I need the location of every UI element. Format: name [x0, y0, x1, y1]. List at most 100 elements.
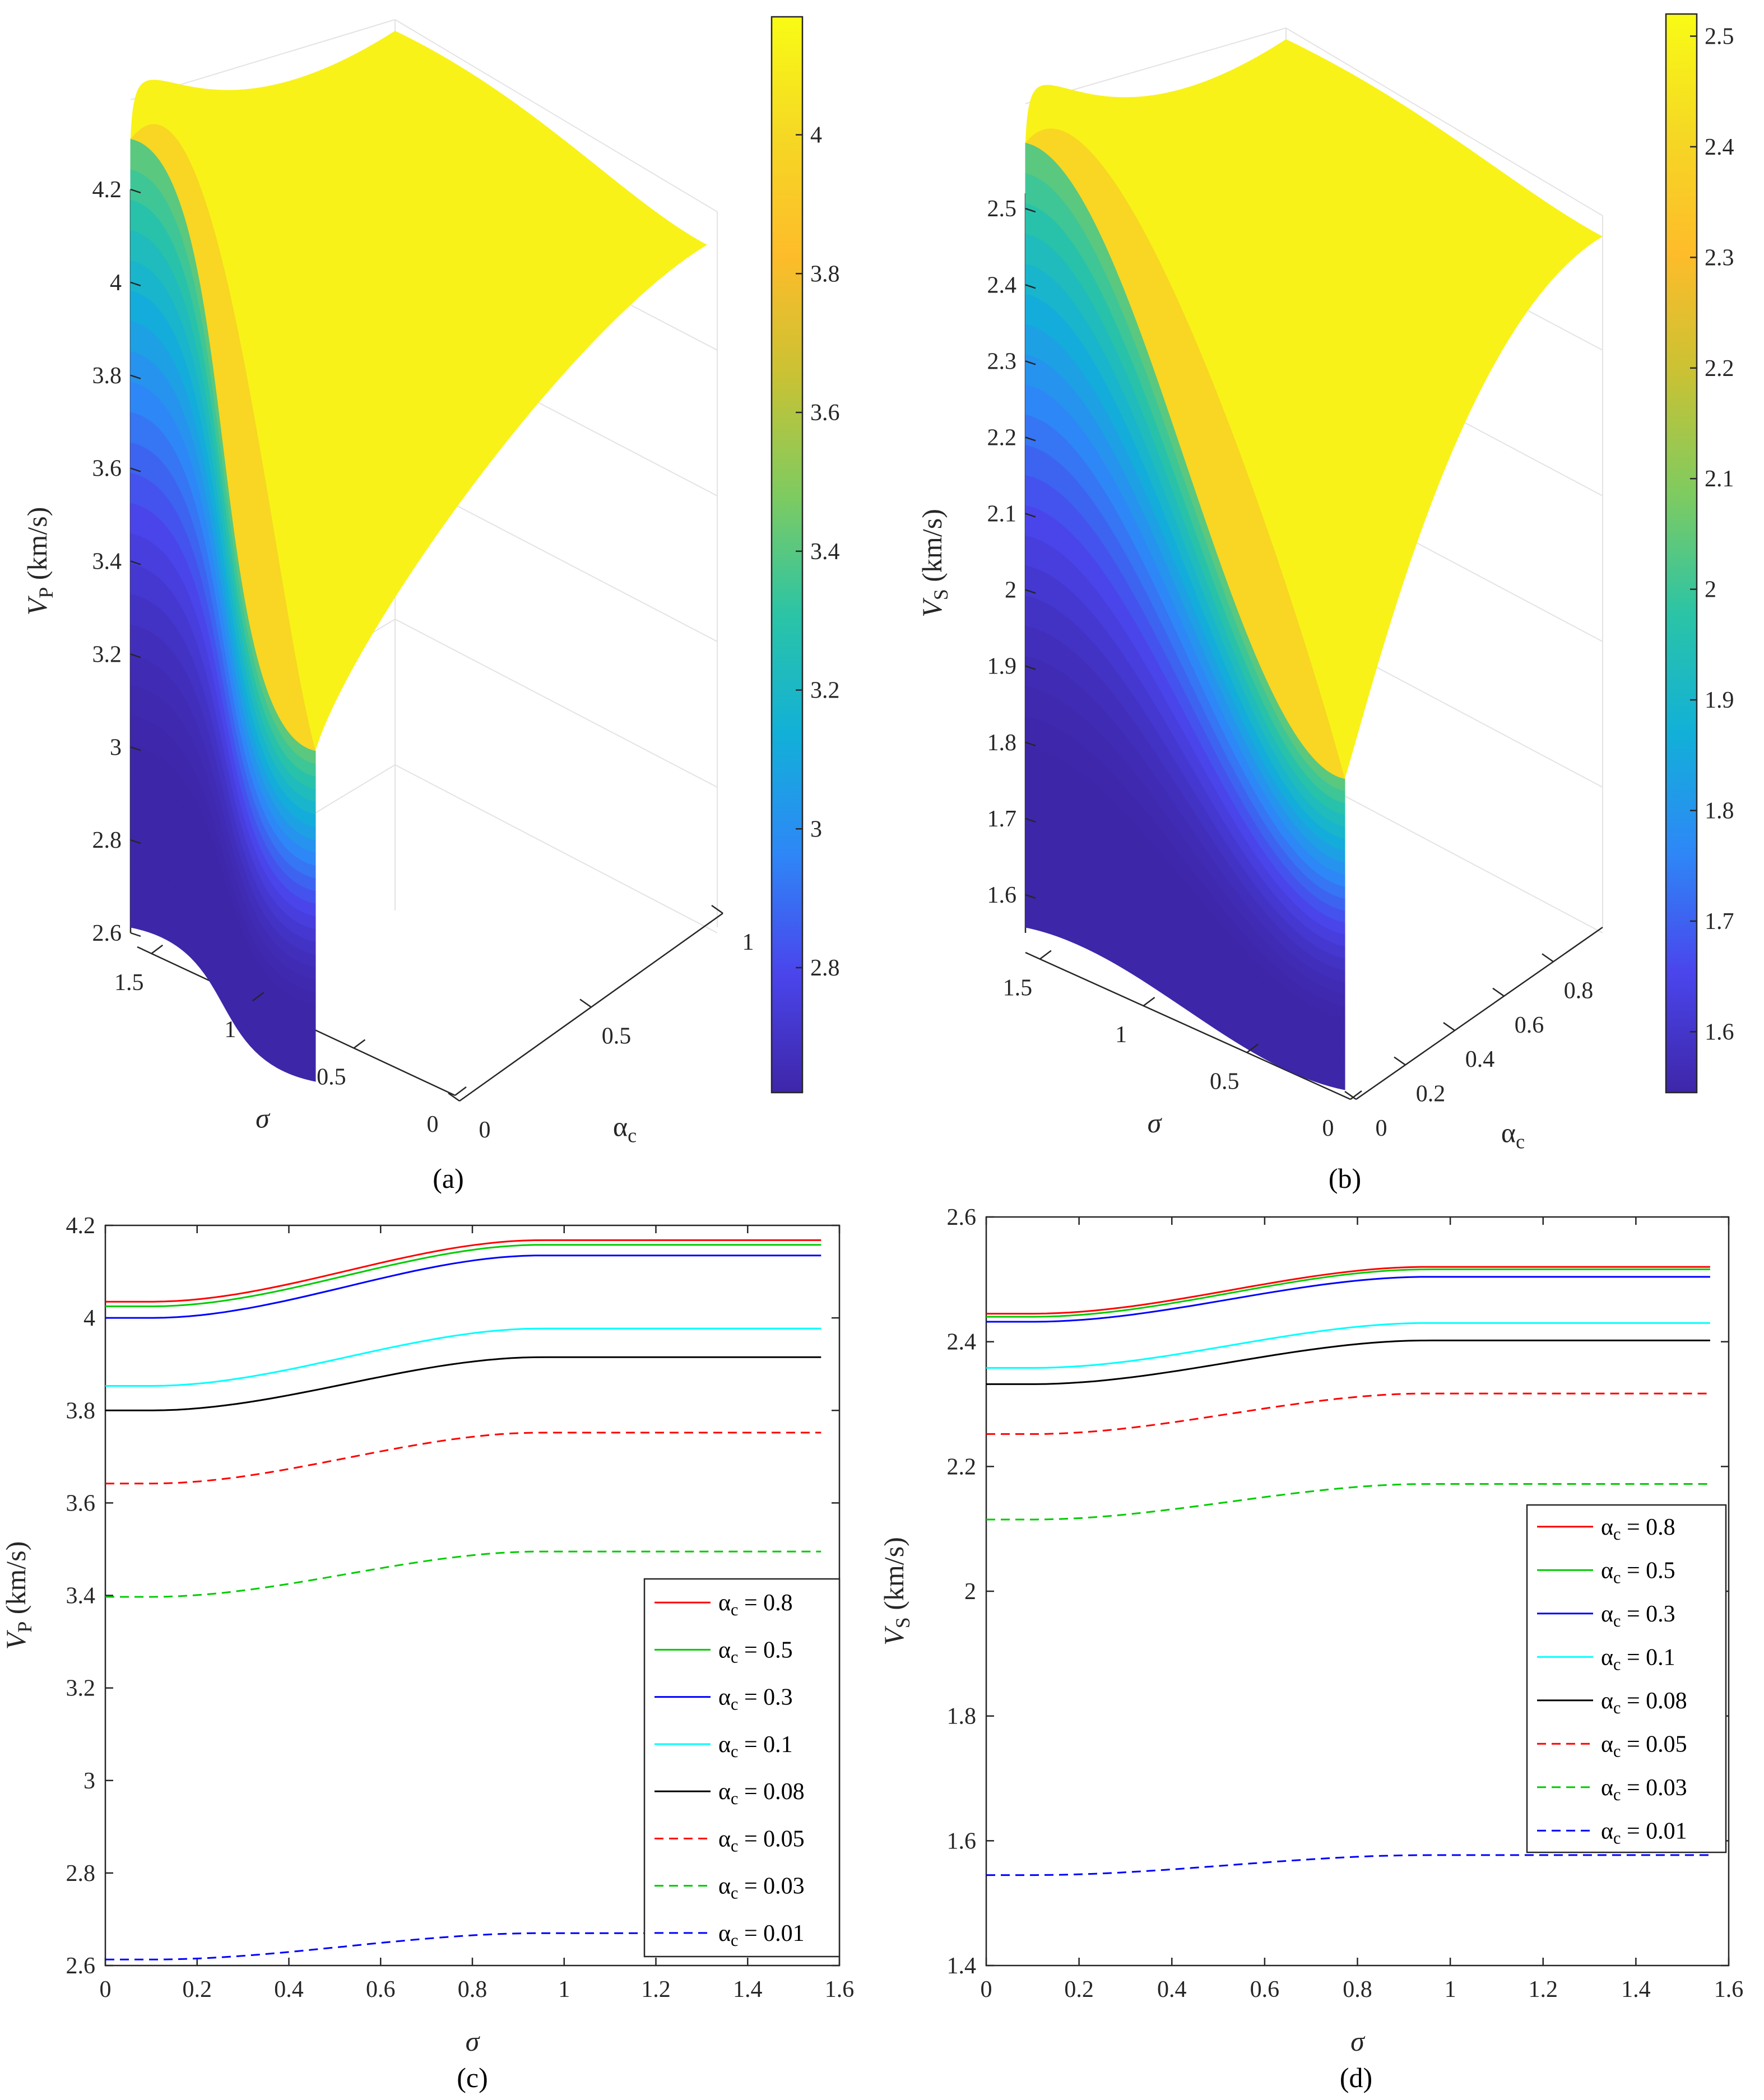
y-axis-label: VP (km/s): [0, 1541, 36, 1650]
colorbar-tick-label: 1.9: [1705, 687, 1734, 713]
legend-entry-base: α: [1601, 1818, 1613, 1844]
legend-entry-sub: c: [731, 1600, 738, 1619]
z-tick: [130, 746, 141, 751]
surface: [130, 31, 707, 1082]
legend-entry-base: α: [718, 1637, 731, 1663]
z-axis-label-sub: S: [930, 589, 952, 600]
y-tick-label: 4.2: [66, 1213, 96, 1239]
legend-entry: αc = 0.03: [718, 1874, 805, 1903]
series-line-4: [105, 1356, 821, 1411]
z-tick: [130, 281, 141, 287]
series-line-4: [986, 1339, 1710, 1385]
series-line-5: [986, 1392, 1710, 1435]
y-tick-label: 4: [83, 1305, 95, 1331]
legend-entry-base: α: [718, 1826, 731, 1852]
legend-entry-base: α: [718, 1732, 731, 1758]
z-tick-label: 3.6: [92, 456, 122, 482]
series-line-0: [986, 1266, 1710, 1315]
legend-entry-sub: c: [731, 1647, 738, 1666]
z-tick: [1025, 665, 1036, 670]
x-tick-label: 1.2: [1529, 1977, 1558, 2003]
legend-entry: αc = 0.1: [1601, 1644, 1675, 1674]
panel-d-line-vs: 0 0.2 0.4 0.6 0.8 1 1.2 1.4 1.6 1.4 1.6 1.8 2 2.2 2.4 2…: [878, 1205, 1743, 2093]
z-tick: [130, 839, 141, 844]
series-line-5: [105, 1432, 821, 1485]
colorbar-gradient: [770, 16, 804, 1094]
z-tick-label: 2.2: [987, 425, 1017, 450]
series-line-3: [986, 1322, 1710, 1369]
grid-line: [394, 619, 718, 788]
z-tick: [1025, 284, 1036, 289]
y-tick-label: 2.6: [66, 1953, 96, 1979]
x-tick-label: 0.6: [1250, 1977, 1280, 2003]
alpha-tick-label: 0.8: [1564, 978, 1594, 1003]
legend-entry: αc = 0.01: [718, 1921, 805, 1950]
sigma-axis-label: σ: [1148, 1107, 1163, 1139]
x-tick-label: 0.6: [366, 1977, 396, 2003]
z-tick: [1025, 208, 1036, 213]
legend-entry: αc = 0.05: [718, 1826, 805, 1855]
legend-entry-sub: c: [731, 1695, 738, 1714]
legend-entry-sub: c: [731, 1789, 738, 1808]
colorbar-tick-label: 2: [1705, 577, 1716, 603]
z-axis-label-rest: (km/s): [21, 507, 53, 587]
legend-entry: αc = 0.5: [1601, 1558, 1675, 1587]
legend-entry: αc = 0.03: [1601, 1775, 1687, 1804]
y-tick-label: 1.4: [947, 1953, 977, 1979]
sigma-tick: [1143, 997, 1155, 1007]
x-tick-label: 0.8: [1343, 1977, 1372, 2003]
legend-entry: αc = 0.8: [718, 1590, 793, 1619]
legend-entry-rest: = 0.08: [738, 1779, 804, 1805]
legend-entry-sub: c: [731, 1931, 738, 1950]
surface: [1025, 39, 1603, 1090]
alpha-tick: [1394, 1056, 1406, 1066]
z-tick-label: 3.8: [92, 363, 122, 389]
x-tick-label: 0: [981, 1977, 992, 2003]
alpha-axis-label-sub: c: [1516, 1130, 1525, 1153]
series-line-6: [986, 1483, 1710, 1521]
z-axis-label: VS (km/s): [916, 509, 952, 617]
legend-box: [643, 1578, 841, 1958]
legend-entry-rest: = 0.01: [1621, 1818, 1687, 1844]
legend-entry-sub: c: [731, 1742, 738, 1761]
legend-entry: αc = 0.01: [1601, 1818, 1687, 1847]
alpha-tick: [711, 904, 723, 914]
sigma-tick-label: 1: [224, 1017, 236, 1043]
x-tick-label: 1.4: [1621, 1977, 1651, 2003]
alpha-tick-label: 0.4: [1465, 1047, 1495, 1072]
alpha-axis-label-sub: c: [628, 1124, 637, 1146]
legend-entry-sub: c: [1613, 1568, 1621, 1587]
y-axis-label-sub: P: [13, 1622, 36, 1633]
legend-entry-base: α: [718, 1685, 731, 1711]
legend-entry-base: α: [1601, 1688, 1613, 1714]
legend-entry-base: α: [718, 1921, 731, 1946]
alpha-tick: [1344, 1090, 1357, 1100]
legend-entry-rest: = 0.3: [1621, 1601, 1675, 1627]
sigma-tick-label: 1: [1115, 1022, 1127, 1048]
legend-entry-base: α: [1601, 1775, 1613, 1801]
colorbar-tick-label: 1.6: [1705, 1019, 1734, 1045]
legend-entry-base: α: [1601, 1601, 1613, 1627]
alpha-tick: [1542, 953, 1554, 963]
colorbar-tick-label: 1.7: [1705, 909, 1734, 935]
legend-entry-rest: = 0.3: [738, 1685, 792, 1711]
z-tick-label: 2.8: [92, 828, 122, 853]
panel-b-surface-vs: 1.6 1.7 1.8 1.9 2 2.1 2.2 2.3 2.4 2.5 VS (km/s) 0 0.…: [916, 13, 1734, 1194]
z-tick: [130, 932, 141, 937]
z-tick: [1025, 360, 1036, 365]
colorbar-tick-label: 3.6: [810, 400, 840, 426]
panel-a-surface-vp: 2.6 2.8 3 3.2 3.4 3.6 3.8 4 4.2 VP (km/s) 0 0.5 1 1.5…: [21, 16, 840, 1194]
colorbar-tick-label: 2.3: [1705, 245, 1734, 271]
legend-entry-rest: = 0.03: [738, 1874, 804, 1899]
x-tick-label: 0.4: [1157, 1977, 1187, 2003]
alpha-tick: [1492, 987, 1505, 997]
grid-line: [1285, 27, 1603, 216]
x-tick-label: 1.4: [733, 1977, 763, 2003]
z-tick-label: 2.5: [987, 196, 1017, 222]
x-tick-label: 0.2: [183, 1977, 212, 2003]
z-tick: [130, 653, 141, 658]
z-tick: [130, 374, 141, 379]
y-tick-label: 1.6: [947, 1828, 977, 1854]
alpha-axis-line: [1356, 926, 1603, 1100]
z-axis-label-rest: (km/s): [916, 509, 948, 589]
